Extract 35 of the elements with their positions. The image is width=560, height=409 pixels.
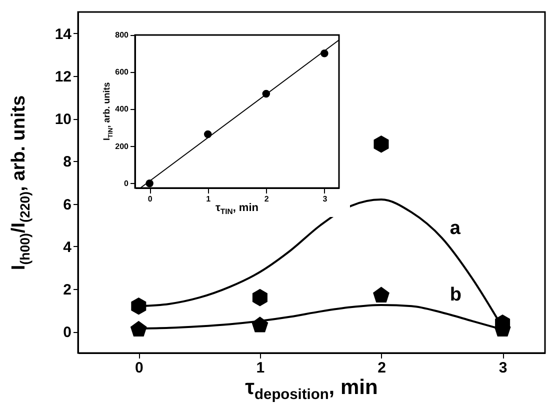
- y-tick-label: 4: [63, 238, 72, 256]
- point: [146, 180, 154, 188]
- y-tick-label: 6: [63, 196, 72, 214]
- y-tick-label: 200: [115, 142, 130, 151]
- x-tick-label: 3: [322, 194, 328, 204]
- x-tick-label: 1: [206, 194, 212, 204]
- x-tick-label: 1: [256, 360, 265, 376]
- x-axis-title: τ$_{TIN}$, min: [216, 202, 258, 217]
- x-tick-label: 0: [134, 360, 144, 376]
- point: [252, 316, 268, 332]
- point: [373, 286, 390, 302]
- y-tick-label: 8: [63, 154, 72, 171]
- y-tick-label: 2: [63, 282, 72, 299]
- point: [204, 130, 212, 138]
- point: [320, 49, 328, 58]
- point: [131, 297, 146, 315]
- point: [252, 288, 268, 306]
- x-axis-title: τ$_{deposition}$, min: [245, 376, 378, 404]
- x-tick-label: 0: [148, 194, 153, 204]
- y-tick-label: 14: [54, 26, 72, 43]
- point: [374, 135, 389, 153]
- y-tick-label: 0: [124, 178, 130, 188]
- point: [262, 90, 270, 98]
- series-label: b: [450, 284, 462, 306]
- x-tick-label: 2: [378, 360, 386, 376]
- y-tick-label: 12: [54, 68, 72, 86]
- y-tick-label: 400: [115, 104, 130, 114]
- y-tick-label: 10: [54, 111, 72, 128]
- y-tick-label: 600: [115, 68, 130, 77]
- y-tick-label: 0: [63, 324, 72, 342]
- x-tick-label: 3: [498, 360, 508, 376]
- point: [130, 320, 147, 337]
- y-tick-label: 800: [115, 30, 130, 40]
- x-tick-label: 2: [264, 194, 270, 204]
- series-label: a: [450, 218, 461, 239]
